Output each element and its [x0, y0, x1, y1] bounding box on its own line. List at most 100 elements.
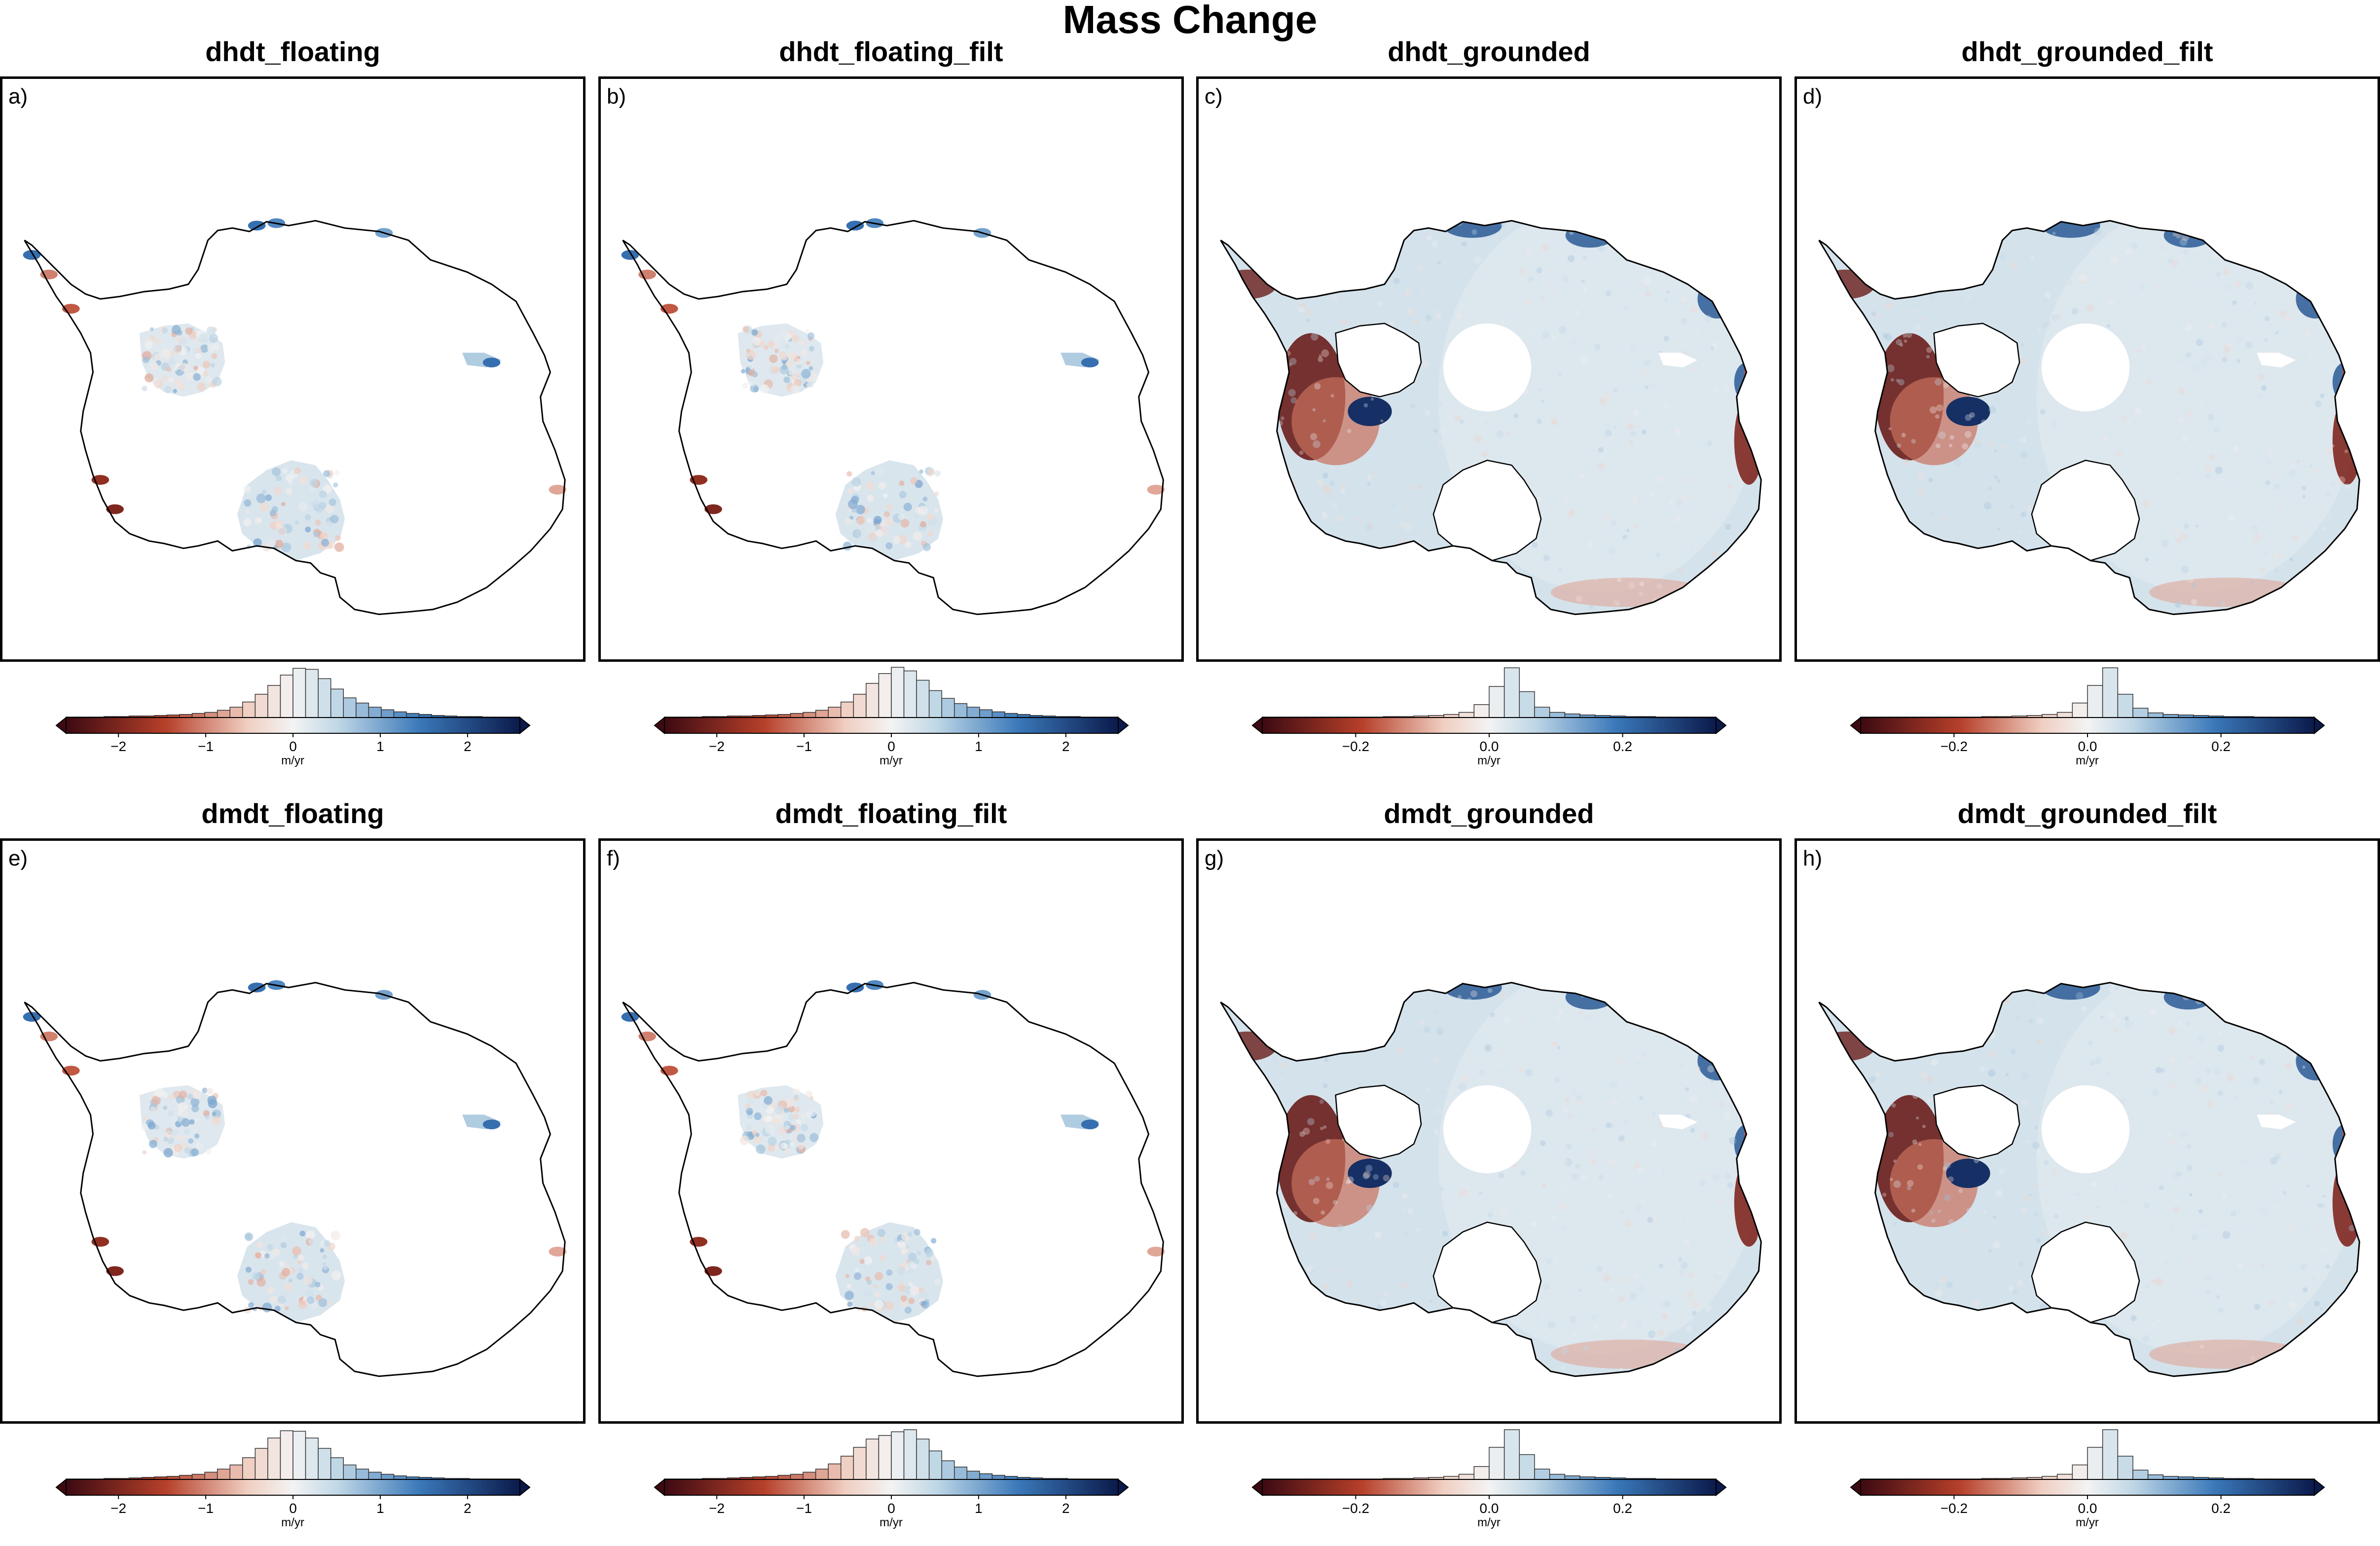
histogram-bar	[941, 698, 955, 718]
colorbar-container: −0.2 0.0 0.2 m/yr	[1846, 1425, 2329, 1529]
pole-hole	[1443, 1085, 1532, 1174]
histogram-bar	[305, 1438, 319, 1480]
histogram-bar	[853, 1447, 867, 1480]
colorbar-ramp	[65, 717, 520, 734]
histogram-bar	[1488, 1447, 1504, 1480]
grounding-line	[1432, 1222, 1542, 1324]
colorbar-tick-label: 1	[975, 739, 983, 752]
histogram-bar	[217, 1469, 230, 1480]
panel-title: dmdt_grounded	[1384, 798, 1594, 829]
antarctica-map	[621, 218, 1165, 615]
panel-title: dhdt_grounded_filt	[1961, 36, 2213, 67]
antarctica-map	[621, 980, 1165, 1377]
histogram-bar	[242, 1457, 256, 1480]
colorbar: −2 −1 0 1 2	[653, 667, 1129, 752]
colorbar-container: −2 −1 0 1 2 m/yr	[650, 663, 1133, 767]
histogram-bar	[903, 670, 917, 718]
colorbar: −0.2 0.0 0.2	[1849, 1429, 2325, 1514]
histogram-bar	[368, 707, 382, 718]
histogram-bar	[903, 1429, 917, 1480]
grounding-line	[1335, 323, 1422, 397]
histogram-bar	[840, 701, 854, 718]
figure-title: Mass Change	[1062, 0, 1318, 41]
panel-dmdt-floating: dmdt_floating e) −2 −1 0 1 2 m/yr	[0, 799, 586, 1529]
colorbar-ramp	[663, 717, 1119, 734]
histogram-bar	[292, 1431, 306, 1480]
histogram-bar	[966, 707, 980, 718]
colorbar-unit-label: m/yr	[2076, 754, 2099, 767]
histogram-bar	[2072, 1464, 2088, 1480]
histogram-bar	[865, 683, 879, 718]
map-frame: f)	[598, 838, 1184, 1424]
colorbar: −2 −1 0 1 2	[653, 1429, 1129, 1514]
histogram-bar	[380, 1474, 394, 1480]
colorbar-tick-label: 0	[289, 739, 297, 752]
histogram-bar	[1473, 704, 1490, 718]
colorbar-container: −0.2 0.0 0.2 m/yr	[1247, 663, 1731, 767]
panel-dhdt-floating-filt: dhdt_floating_filt b) −2 −1 0 1 2 m/yr	[598, 37, 1184, 767]
colorbar-ramp	[1261, 1479, 1717, 1496]
histogram-bar	[1519, 691, 1535, 718]
colorbar-tick-label: −2	[110, 1501, 126, 1514]
histogram-bar	[292, 668, 306, 718]
histogram-bar	[878, 1435, 892, 1480]
histogram-bar	[1564, 1475, 1580, 1480]
colorbar-tick-label: −1	[796, 1501, 812, 1514]
colorbar-max-triangle	[1117, 716, 1129, 735]
histogram-bar	[229, 707, 243, 718]
pole-hole	[2041, 323, 2130, 412]
histogram-bar	[380, 709, 394, 718]
histogram-bar	[941, 1460, 955, 1480]
colorbar-tick-label: 0.0	[2078, 739, 2097, 752]
colorbar-ramp	[1860, 1479, 2315, 1496]
colorbar-tick-label: −0.2	[1940, 739, 1967, 752]
histogram-bar	[790, 1474, 804, 1480]
histogram-bar	[179, 1474, 192, 1480]
panel-title: dmdt_grounded_filt	[1957, 798, 2217, 829]
colorbar-tick-label: 0.2	[2211, 1501, 2231, 1514]
histogram-bar	[342, 1464, 357, 1480]
histogram-bar	[204, 1472, 218, 1480]
histogram-bar	[1534, 707, 1550, 718]
colorbar-min-triangle	[55, 716, 67, 735]
colorbar-tick-label: 0.2	[2211, 739, 2231, 752]
histogram-bar	[2102, 1429, 2118, 1480]
histogram-bar	[1564, 713, 1580, 718]
histogram-bar	[1519, 1454, 1535, 1480]
grounding-line	[1933, 1084, 2020, 1159]
colorbar-tick-label: 2	[1062, 1501, 1070, 1514]
colorbar-tick-label: 1	[376, 1501, 384, 1514]
histogram-bar	[2072, 702, 2088, 718]
colorbar-max-triangle	[519, 716, 531, 735]
histogram-bar	[966, 1471, 980, 1480]
histogram-bar	[242, 701, 256, 718]
histogram-bar	[1549, 1474, 1565, 1480]
panel-letter: c)	[1205, 84, 1223, 108]
colorbar-tick-label: −0.2	[1940, 1501, 1967, 1514]
histogram-bar	[827, 707, 842, 718]
histogram-bar	[1458, 1474, 1474, 1480]
histogram-bar	[204, 712, 218, 718]
grounding-line	[1432, 460, 1542, 562]
histogram-bar	[915, 1438, 929, 1480]
colorbar-max-triangle	[1117, 1478, 1129, 1497]
coastline	[1220, 982, 1762, 1377]
histogram-bar	[393, 711, 407, 718]
colorbar-tick-label: 1	[376, 739, 384, 752]
colorbar-tick-label: 0.0	[1479, 1501, 1499, 1514]
histogram-bar	[2087, 685, 2103, 718]
histogram-bar	[890, 1431, 904, 1480]
panel-dmdt-floating-filt: dmdt_floating_filt f) −2 −1 0 1 2 m/yr	[598, 799, 1184, 1529]
histogram-bar	[330, 688, 344, 718]
colorbar-unit-label: m/yr	[2076, 1516, 2099, 1529]
histogram-bar	[1503, 667, 1520, 718]
histogram-bar	[2102, 667, 2118, 718]
histogram-bar	[405, 713, 419, 718]
histogram-bar	[2117, 694, 2133, 718]
histogram-bar	[991, 711, 1005, 718]
histogram-bar	[2147, 712, 2163, 718]
colorbar-container: −2 −1 0 1 2 m/yr	[650, 1425, 1133, 1529]
histogram-bar	[853, 694, 867, 718]
histogram-bar	[1473, 1466, 1490, 1480]
colorbar-tick-label: 1	[975, 1501, 983, 1514]
